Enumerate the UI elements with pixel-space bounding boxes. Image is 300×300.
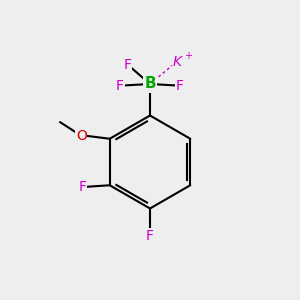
Text: +: + xyxy=(184,50,192,61)
Text: F: F xyxy=(176,79,184,92)
Text: F: F xyxy=(124,58,131,71)
Text: F: F xyxy=(116,79,124,92)
Text: B: B xyxy=(144,76,156,92)
Text: F: F xyxy=(79,180,87,194)
Text: F: F xyxy=(146,229,154,242)
Text: K: K xyxy=(172,55,182,68)
Text: O: O xyxy=(76,129,87,143)
